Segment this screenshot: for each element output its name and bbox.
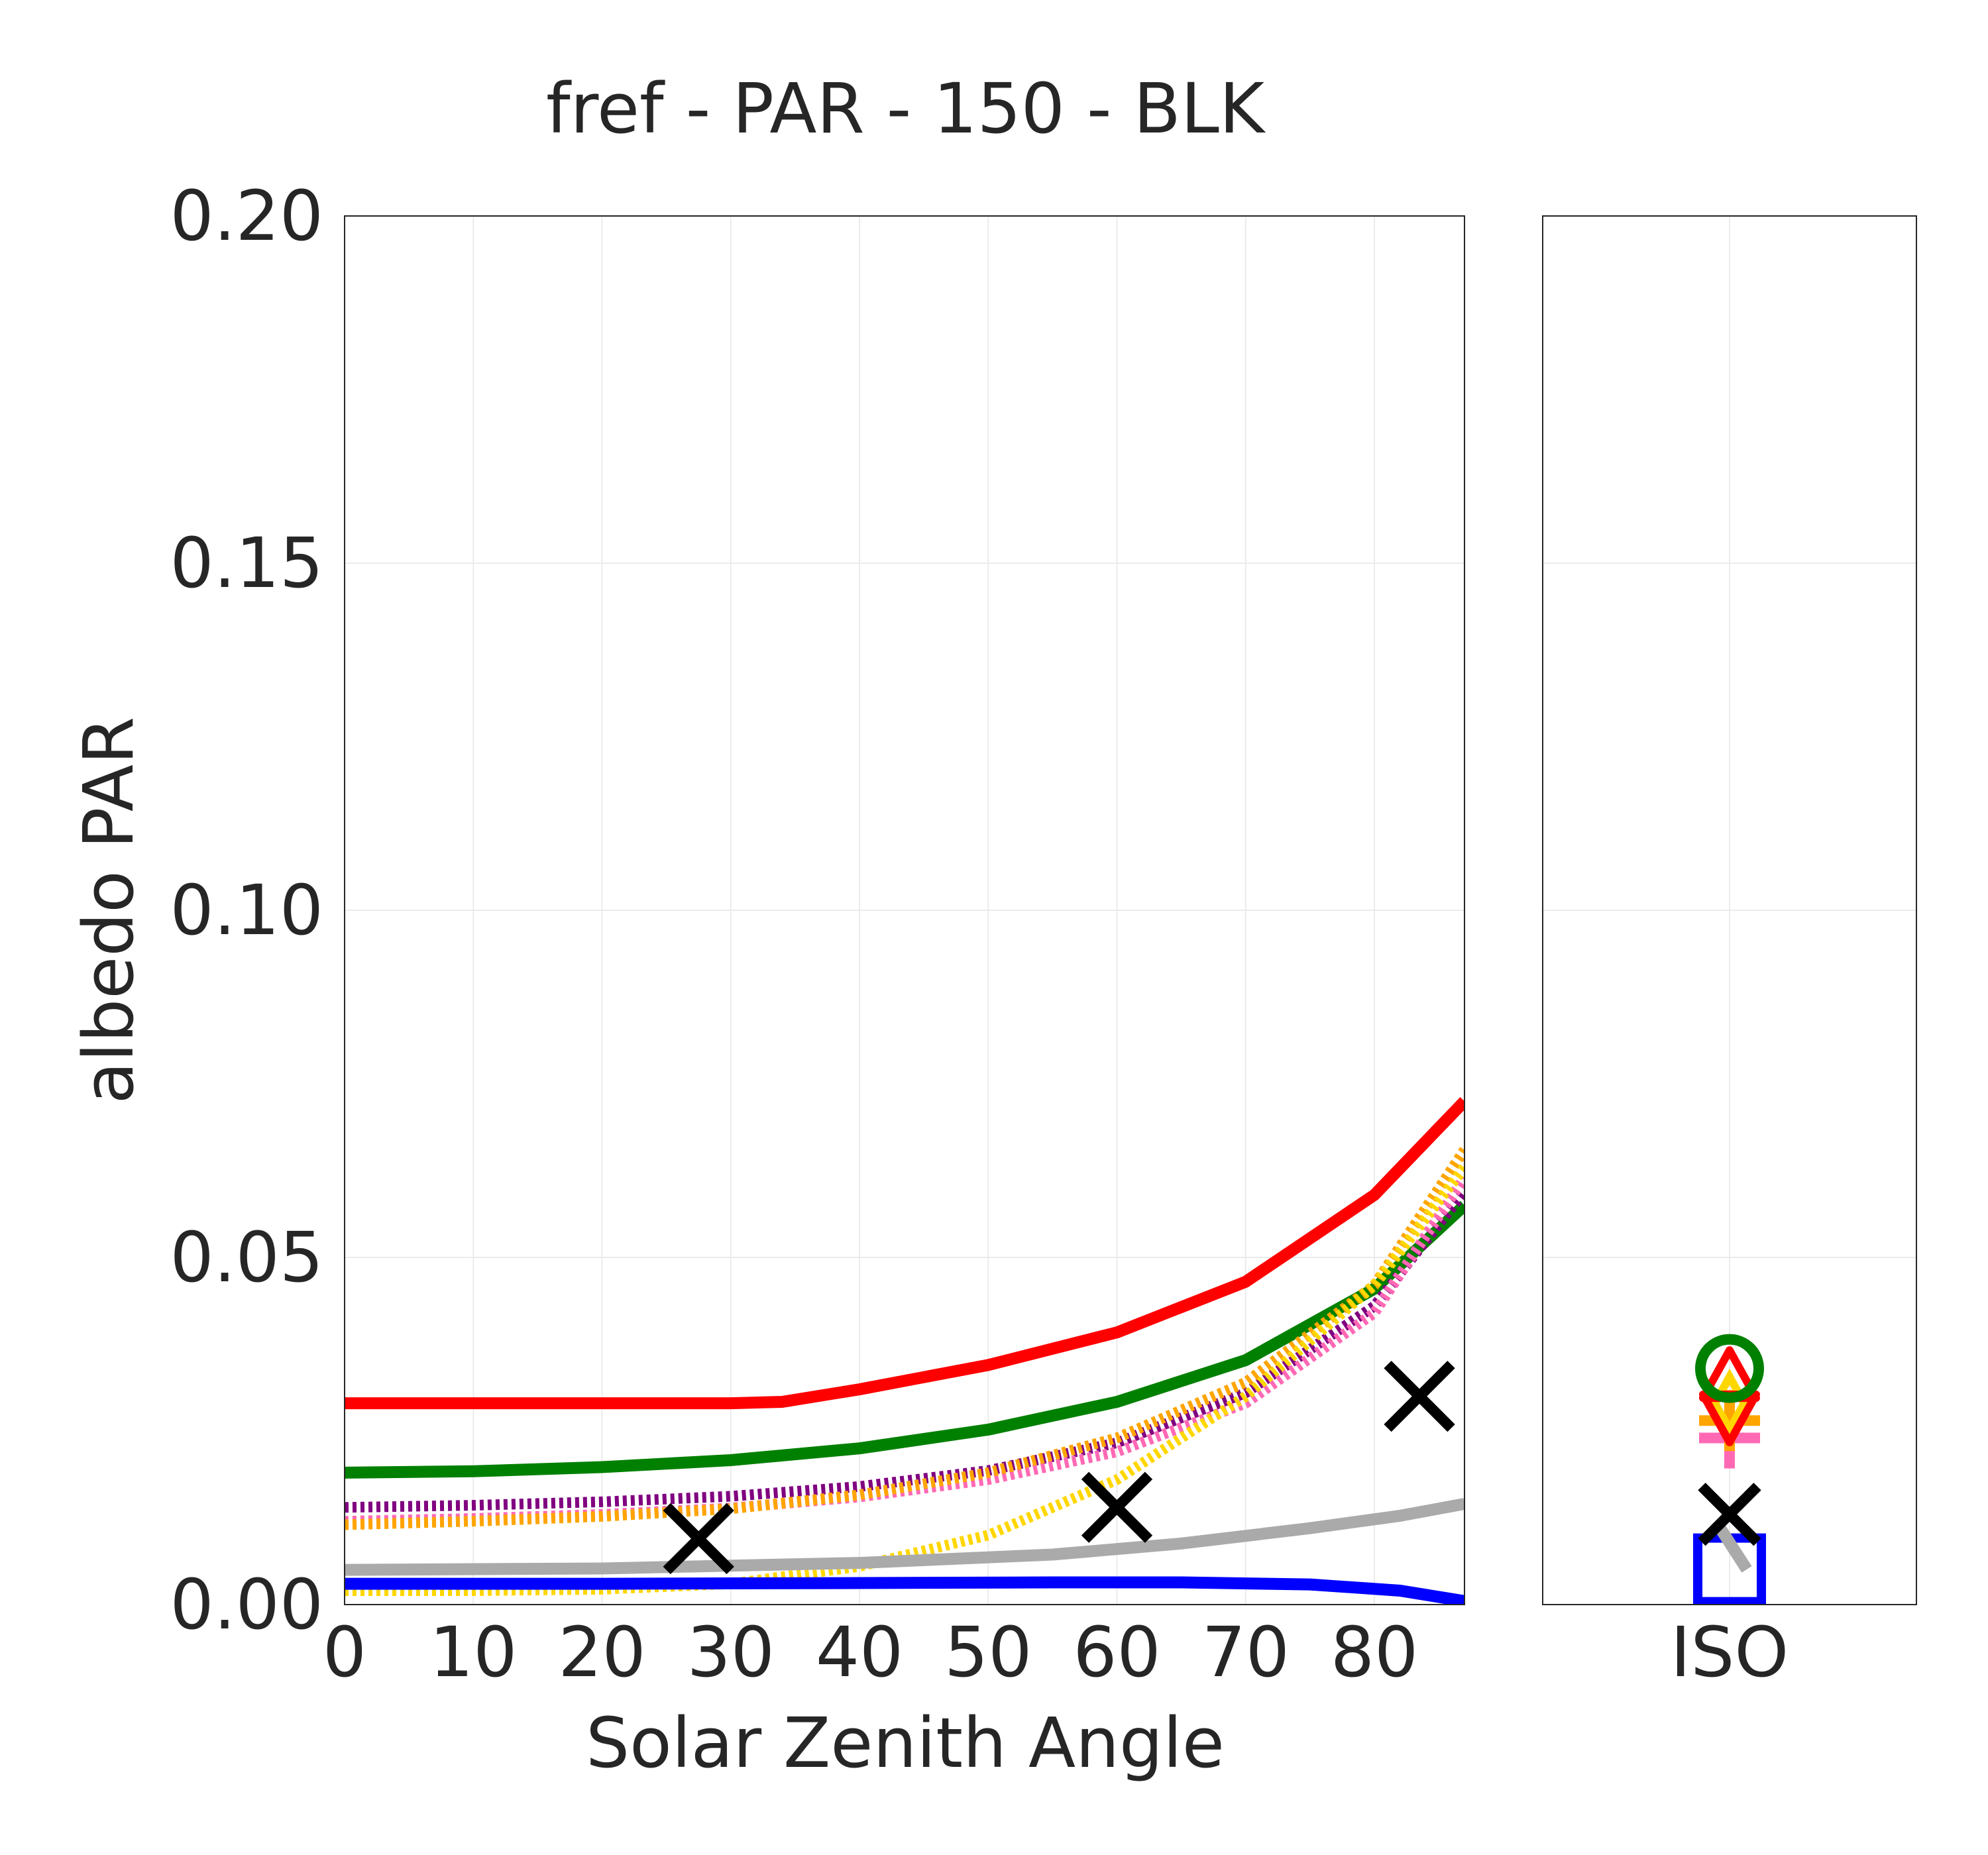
series-line-3 xyxy=(345,1188,1464,1513)
series-layer xyxy=(345,1096,1464,1605)
y-tick-label: 0.10 xyxy=(170,870,323,951)
iso-marker-9-circle xyxy=(1695,1334,1764,1403)
x-tick-label: 60 xyxy=(1073,1612,1160,1693)
main-gridlines xyxy=(344,215,1464,1605)
series-line-1 xyxy=(345,1096,1464,1410)
x-marker-2-stroke-b xyxy=(1081,1471,1153,1543)
iso-marker-layer xyxy=(1693,1334,1766,1605)
x-marker-1-stroke-b xyxy=(663,1503,734,1575)
iso-x-tick-label: ISO xyxy=(1671,1612,1789,1693)
x-tick-label: 30 xyxy=(687,1612,775,1693)
chart-title: fref - PAR - 150 - BLK xyxy=(546,68,1266,149)
x-tick-label: 10 xyxy=(429,1612,517,1693)
x-tick-labels: 0 10 20 30 40 50 60 70 80 xyxy=(323,1612,1418,1693)
x-axis-label: Solar Zenith Angle xyxy=(586,1703,1225,1783)
iso-marker-2-bar xyxy=(1715,1525,1752,1573)
series-line-7 xyxy=(345,1576,1464,1605)
y-axis-label: albedo PAR xyxy=(68,717,149,1104)
series-line-6 xyxy=(345,1163,1464,1596)
y-tick-label: 0.05 xyxy=(170,1217,323,1298)
series-line-5 xyxy=(345,1147,1464,1530)
x-tick-label: 80 xyxy=(1331,1612,1418,1693)
x-marker-3-stroke-b xyxy=(1384,1360,1455,1432)
x-marker-3 xyxy=(1384,1360,1455,1432)
series-line-8 xyxy=(345,1498,1464,1576)
x-tick-label: 50 xyxy=(944,1612,1032,1693)
main-plot-frame xyxy=(344,215,1465,1605)
iso-marker-3-x xyxy=(1698,1483,1761,1546)
y-tick-label: 0.20 xyxy=(170,176,323,256)
x-tick-label: 20 xyxy=(558,1612,645,1693)
y-tick-label: 0.15 xyxy=(170,523,323,604)
y-tick-label: 0.00 xyxy=(170,1564,323,1645)
iso-plot-frame xyxy=(1542,215,1917,1605)
x-tick-label: 0 xyxy=(323,1612,366,1693)
x-tick-label: 40 xyxy=(816,1612,903,1693)
x-tick-label: 70 xyxy=(1202,1612,1290,1693)
iso-marker-3-x-stroke-b xyxy=(1698,1483,1761,1546)
x-marker-2 xyxy=(1081,1471,1153,1543)
series-line-2 xyxy=(345,1200,1464,1479)
x-marker-1 xyxy=(663,1503,734,1575)
marker-layer xyxy=(663,1360,1455,1575)
y-tick-labels: 0.00 0.05 0.10 0.15 0.20 xyxy=(170,176,323,1645)
